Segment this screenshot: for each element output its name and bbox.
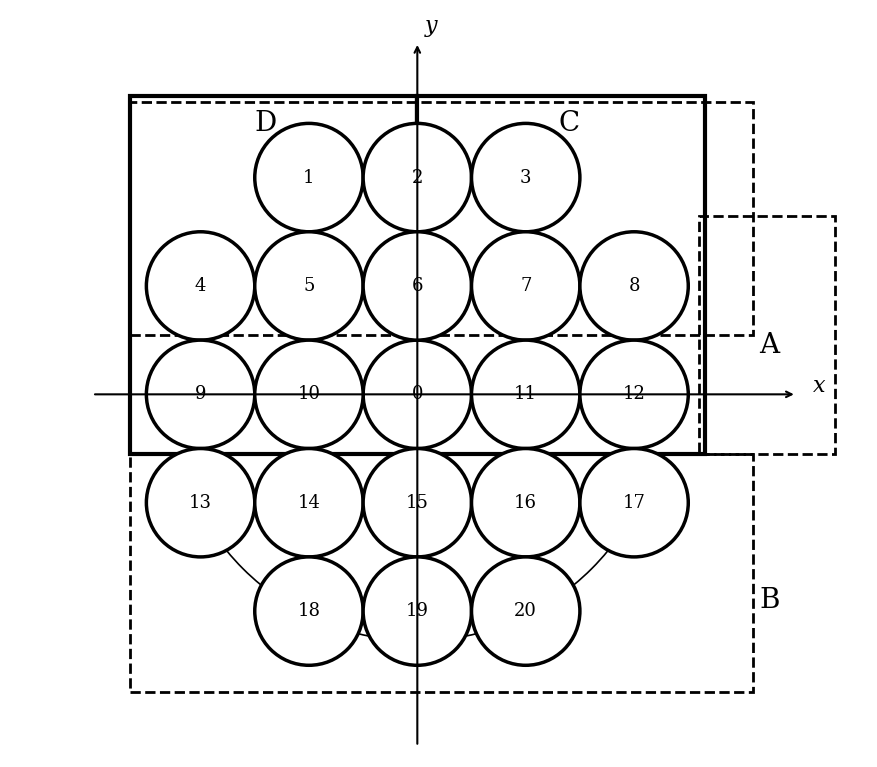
Text: D: D [254,110,276,137]
Circle shape [579,449,688,557]
Circle shape [471,232,579,340]
Bar [130,102,752,334]
Circle shape [254,340,363,449]
Circle shape [471,123,579,232]
Text: 7: 7 [519,277,531,295]
Text: C: C [558,110,579,137]
Circle shape [146,449,254,557]
Text: x: x [812,375,824,397]
Bar [698,216,834,454]
Text: 13: 13 [189,494,212,512]
Circle shape [579,340,688,449]
Text: 18: 18 [297,602,320,620]
Text: 1: 1 [303,169,314,186]
Text: 14: 14 [297,494,320,512]
Text: 2: 2 [411,169,423,186]
Text: 16: 16 [514,494,537,512]
Text: 11: 11 [514,385,537,403]
Circle shape [254,123,363,232]
Text: 4: 4 [195,277,206,295]
Bar [130,454,752,693]
Circle shape [471,340,579,449]
Circle shape [146,340,254,449]
Bar [130,97,417,454]
Circle shape [254,557,363,665]
Text: 10: 10 [297,385,320,403]
Circle shape [146,232,254,340]
Circle shape [471,557,579,665]
Circle shape [254,232,363,340]
Text: 12: 12 [622,385,645,403]
Text: 9: 9 [195,385,206,403]
Text: 17: 17 [622,494,645,512]
Text: 5: 5 [303,277,314,295]
Text: 3: 3 [519,169,531,186]
Text: 19: 19 [405,602,428,620]
Text: 0: 0 [411,385,423,403]
Text: B: B [759,587,779,614]
Text: A: A [759,332,779,359]
Circle shape [363,123,471,232]
Text: 20: 20 [514,602,537,620]
Circle shape [579,232,688,340]
Bar [417,97,703,454]
Circle shape [254,449,363,557]
Circle shape [471,449,579,557]
Text: y: y [424,15,437,37]
Text: 6: 6 [411,277,423,295]
Circle shape [363,232,471,340]
Circle shape [363,449,471,557]
Text: 15: 15 [405,494,428,512]
Circle shape [363,340,471,449]
Circle shape [363,557,471,665]
Text: 8: 8 [628,277,639,295]
